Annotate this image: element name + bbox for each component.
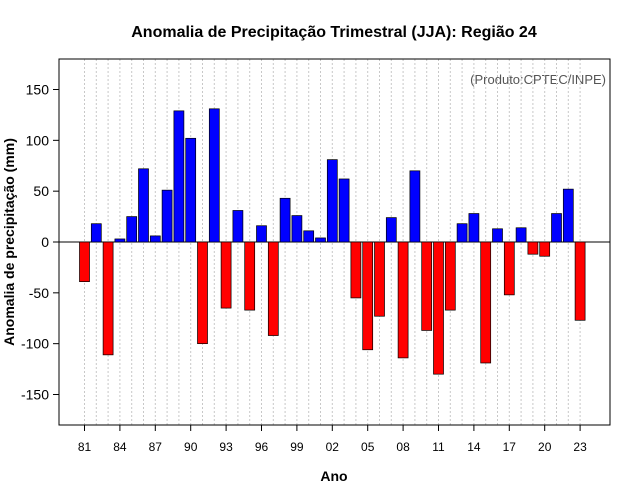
bar-2021 (551, 213, 562, 243)
bar-1993 (220, 241, 232, 309)
y-tick-label: 0 (41, 234, 49, 250)
bar-2015 (480, 241, 492, 364)
bar-2020 (539, 241, 551, 257)
x-tick-label: 17 (503, 440, 517, 454)
bar-2005 (362, 241, 374, 351)
x-tick-label: 96 (255, 440, 269, 454)
bar-1982 (90, 223, 102, 243)
bar-2011 (433, 241, 444, 375)
x-tick-label: 87 (149, 440, 163, 454)
bar-2000 (303, 230, 315, 243)
bar-1986 (138, 168, 149, 243)
bar-2012 (444, 241, 456, 311)
bar-2010 (421, 241, 433, 331)
y-tick-label: 50 (33, 183, 49, 199)
bar-1995 (244, 241, 256, 311)
bar-2002 (326, 159, 338, 243)
x-tick-label: 05 (361, 440, 375, 454)
bar-1997 (267, 241, 279, 336)
bar-1981 (79, 241, 90, 283)
x-tick-label: 84 (113, 440, 127, 454)
y-tick-label: 150 (26, 82, 50, 98)
bar-1991 (197, 241, 208, 345)
bar-1998 (279, 197, 291, 243)
x-axis-label: Ano (320, 468, 347, 484)
bar-2018 (515, 227, 527, 243)
bar-2007 (385, 217, 397, 243)
bar-2009 (409, 170, 421, 243)
bar-2023 (574, 241, 586, 321)
x-tick-label: 14 (467, 440, 481, 454)
bar-1989 (173, 110, 185, 243)
bar-1984 (114, 238, 126, 243)
bar-1996 (256, 225, 267, 243)
bar-2006 (374, 241, 385, 317)
bar-2022 (562, 188, 574, 243)
x-tick-label: 02 (326, 440, 340, 454)
x-tick-label: 81 (78, 440, 92, 454)
y-tick-label: -100 (21, 336, 49, 352)
x-tick-label: 93 (219, 440, 233, 454)
bar-2003 (338, 178, 350, 243)
bar-1990 (185, 137, 197, 243)
x-axis: 81 84 87 90 93 96 99 02 05 08 11 14 17 20 23 (78, 425, 587, 454)
y-tick-label: -50 (29, 285, 49, 301)
bar-2001 (315, 237, 326, 243)
bars (79, 108, 586, 375)
y-tick-label: -150 (21, 387, 49, 403)
chart-title: Anomalia de Precipitação Trimestral (JJA… (131, 24, 537, 41)
y-tick-label: 100 (26, 132, 50, 148)
bar-2016 (492, 228, 503, 243)
bar-2017 (503, 241, 515, 296)
y-axis-label: Anomalia de precipitação (mm) (1, 138, 17, 346)
vertical-gridlines (84, 59, 581, 425)
bar-1987 (149, 235, 161, 243)
x-tick-label: 99 (290, 440, 304, 454)
bar-2004 (350, 241, 362, 299)
x-tick-label: 20 (538, 440, 552, 454)
bar-2019 (527, 241, 539, 255)
bar-1988 (161, 189, 173, 243)
bar-2008 (397, 241, 409, 359)
bar-1983 (102, 241, 114, 356)
credit-label: (Produto:CPTEC/INPE) (470, 72, 606, 87)
x-tick-label: 11 (432, 440, 445, 454)
bar-2013 (456, 223, 468, 243)
x-tick-label: 08 (396, 440, 410, 454)
x-tick-label: 23 (573, 440, 587, 454)
x-tick-label: 90 (184, 440, 198, 454)
bar-1985 (126, 216, 138, 243)
y-axis: -150 -100 -50 0 50 100 150 (21, 82, 59, 403)
bar-1994 (232, 210, 244, 243)
bar-1999 (291, 215, 303, 243)
bar-1992 (208, 108, 220, 243)
bar-2014 (468, 213, 480, 243)
